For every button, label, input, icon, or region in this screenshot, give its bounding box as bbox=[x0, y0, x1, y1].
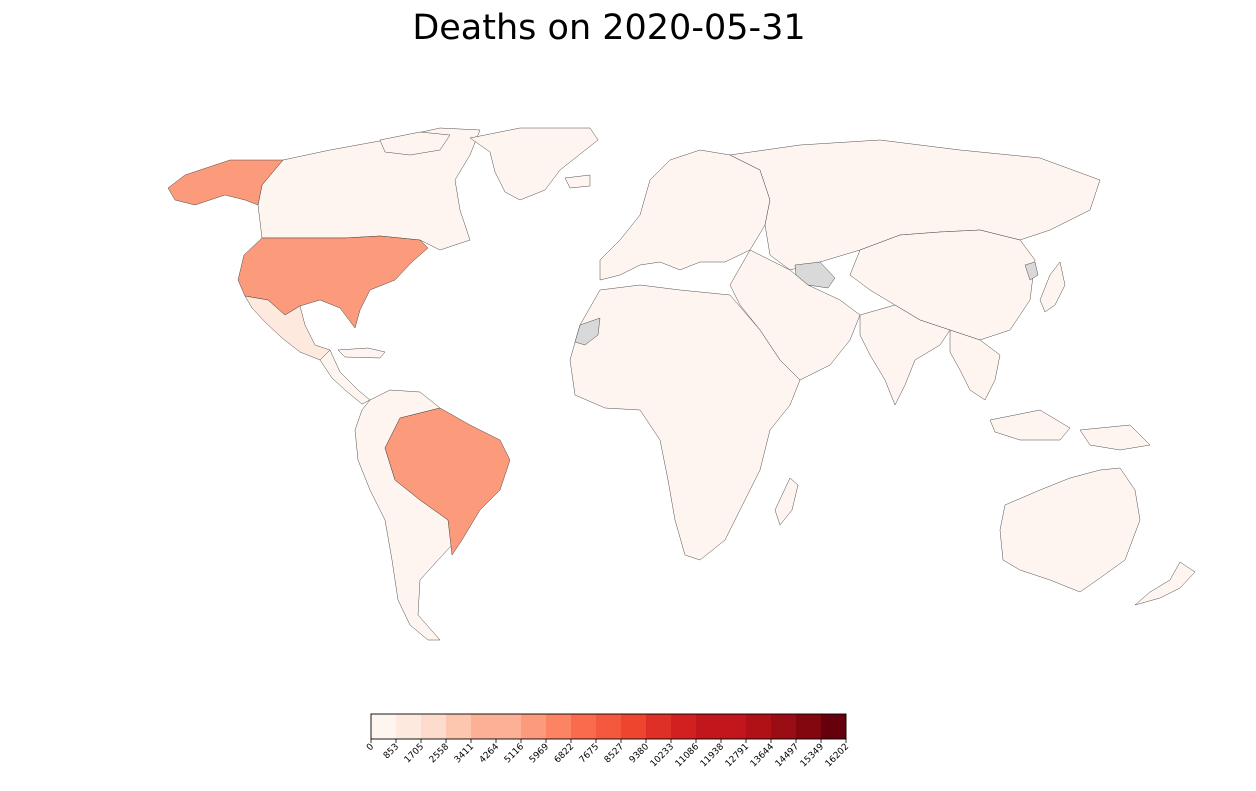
colorbar-tick-label: 4264 bbox=[478, 742, 501, 765]
region-arctic-islands bbox=[379, 131, 591, 189]
colorbar-ticks: 0 853 1705 2558 3411 4264 5116 5969 6822 7675 8527… bbox=[365, 739, 851, 769]
colorbar-bin bbox=[396, 714, 422, 739]
colorbar-bin bbox=[746, 714, 772, 739]
colorbar-tick-label: 9380 bbox=[628, 742, 651, 765]
colorbar-bin bbox=[496, 714, 522, 739]
colorbar-bin bbox=[571, 714, 597, 739]
colorbar-bin bbox=[421, 714, 447, 739]
region-japan bbox=[1039, 261, 1066, 313]
colorbar-bins bbox=[371, 714, 847, 739]
colorbar-bin bbox=[596, 714, 622, 739]
colorbar-bin bbox=[546, 714, 572, 739]
colorbar-tick-label: 3411 bbox=[453, 742, 476, 765]
colorbar-tick-label: 11086 bbox=[674, 742, 702, 770]
region-greenland bbox=[469, 127, 599, 201]
region-middle-east bbox=[729, 249, 861, 381]
colorbar-tick-label: 2558 bbox=[428, 742, 451, 765]
region-canada bbox=[257, 127, 481, 251]
region-western-sahara bbox=[574, 317, 601, 346]
world-choropleth-map bbox=[167, 127, 1196, 641]
colorbar-bin bbox=[521, 714, 547, 739]
region-south-asia bbox=[859, 304, 951, 406]
colorbar-tick-label: 0 bbox=[365, 742, 376, 753]
colorbar-bin bbox=[796, 714, 822, 739]
colorbar-bin bbox=[446, 714, 472, 739]
colorbar-bin bbox=[771, 714, 797, 739]
colorbar-tick-label: 8527 bbox=[603, 742, 626, 765]
colorbar-tick-label: 5969 bbox=[528, 742, 551, 765]
colorbar-bin bbox=[671, 714, 697, 739]
region-africa bbox=[569, 284, 801, 561]
map-title: Deaths on 2020-05-31 bbox=[412, 8, 806, 48]
colorbar-tick-label: 15349 bbox=[799, 742, 827, 770]
colorbar-bin bbox=[821, 714, 847, 739]
colorbar-bin bbox=[721, 714, 747, 739]
colorbar-tick-label: 11938 bbox=[699, 742, 727, 770]
colorbar-tick-label: 10233 bbox=[649, 742, 676, 769]
colorbar-bin bbox=[696, 714, 722, 739]
colorbar-tick-label: 5116 bbox=[503, 742, 526, 765]
region-southeast-asia bbox=[949, 329, 1151, 451]
colorbar-tick-label: 853 bbox=[382, 742, 401, 761]
colorbar-tick-label: 13644 bbox=[749, 742, 777, 770]
colorbar-bin bbox=[371, 714, 397, 739]
region-north-korea bbox=[1024, 261, 1039, 281]
colorbar-tick-label: 1705 bbox=[403, 742, 426, 765]
region-madagascar bbox=[774, 477, 799, 526]
colorbar-tick-label: 16202 bbox=[824, 742, 851, 769]
colorbar-bin bbox=[646, 714, 672, 739]
colorbar-tick-label: 7675 bbox=[578, 742, 601, 765]
region-alaska bbox=[167, 159, 284, 206]
colorbar-tick-label: 6822 bbox=[553, 742, 576, 765]
colorbar-tick-label: 12791 bbox=[724, 742, 751, 769]
region-new-zealand bbox=[1134, 561, 1196, 606]
colorbar-bin bbox=[621, 714, 647, 739]
region-australia bbox=[999, 467, 1141, 593]
colorbar-tick-label: 14497 bbox=[774, 742, 801, 769]
colorbar-frame bbox=[370, 713, 847, 740]
region-brazil bbox=[384, 407, 511, 556]
region-china bbox=[849, 229, 1036, 341]
colorbar-bin bbox=[471, 714, 497, 739]
